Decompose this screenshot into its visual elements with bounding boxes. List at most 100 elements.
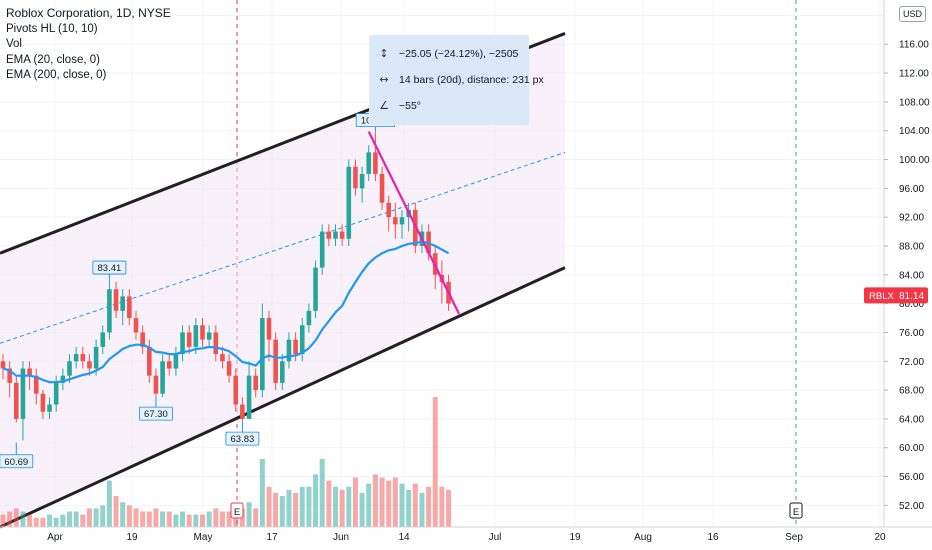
price-tick-label-0: 52.00	[899, 501, 924, 512]
price-tick-label-12: 100.00	[899, 155, 930, 166]
volume-bar-26	[173, 514, 179, 527]
angle-icon: ∠	[379, 99, 389, 112]
earnings-marker-past-box	[230, 502, 244, 519]
volume-bar-3	[20, 511, 26, 527]
volume-bar-14	[93, 508, 99, 527]
ema20-line	[2, 240, 450, 384]
measure-bars-row: ↔ 14 bars (20d), distance: 231 px	[377, 73, 544, 86]
volume-bar-18	[120, 502, 126, 527]
last-price-value: 81.14	[899, 291, 924, 302]
legend-title: Roblox Corporation, 1D, NYSE	[6, 6, 171, 20]
volume-bar-5	[33, 517, 39, 527]
volume-bar-55	[366, 483, 372, 527]
pivot-label-1: 83.41	[98, 263, 122, 274]
earnings-marker-future-box	[789, 502, 803, 519]
time-tick-label-10: Sep	[785, 532, 803, 543]
candle-body-28	[186, 332, 192, 347]
price-tick-label-6: 76.00	[899, 328, 924, 339]
pivot-box-2	[139, 406, 173, 421]
price-tick-label-5: 72.00	[899, 357, 924, 368]
volume-bar-51	[339, 489, 345, 527]
candle-body-13	[87, 361, 92, 369]
volume-bar-33	[219, 511, 225, 527]
price-tick-label-13: 104.00	[899, 126, 930, 137]
volume-bar-6	[40, 517, 46, 527]
volume-bar-28	[186, 514, 192, 527]
measure-bars: 14 bars (20d), distance: 231 px	[399, 73, 544, 86]
time-tick-label-7: 19	[569, 532, 581, 543]
price-tick-label-3: 64.00	[899, 414, 924, 425]
price-tick-label-14: 108.00	[899, 97, 930, 108]
earnings-marker-past: E	[234, 507, 240, 518]
volume-bar-30	[200, 514, 205, 527]
candle-body-7	[47, 404, 52, 412]
price-tick-label-8: 84.00	[899, 270, 924, 281]
candle-body-0	[0, 361, 6, 369]
volume-bar-38	[253, 508, 259, 527]
candle-body-25	[166, 361, 172, 369]
pivot-label-2: 67.30	[144, 409, 168, 420]
candle-body-3	[20, 368, 26, 419]
candle-body-38	[253, 375, 258, 391]
volume-bar-64	[426, 486, 432, 527]
price-tick-label-16: 116.00	[899, 40, 929, 51]
candle-body-21	[140, 332, 145, 347]
candle-body-46	[306, 310, 312, 326]
price-tick-label-10: 92.00	[899, 213, 924, 224]
channel-lower-line	[0, 266, 566, 529]
date-range-icon: ↔	[379, 73, 389, 86]
legend-indicator-ema20[interactable]: EMA (20, close, 0)	[6, 53, 100, 66]
time-axis: Apr 19 May 17 Jun 14 Jul 19 Aug 16 Sep 20	[0, 526, 932, 543]
volume-bar-59	[392, 477, 398, 527]
time-tick-label-6: Jul	[489, 532, 502, 543]
last-price-tag	[864, 287, 928, 304]
candle-body-6	[40, 393, 46, 412]
candle-body-37	[246, 375, 252, 419]
volume-bar-56	[372, 474, 378, 527]
candle-body-20	[133, 318, 139, 333]
volume-bar-0	[0, 514, 6, 527]
currency-button[interactable]: USD	[899, 6, 926, 22]
legend-indicator-vol[interactable]: Vol	[6, 38, 22, 50]
volume-bar-50	[333, 486, 338, 527]
price-tick-label-2: 60.00	[899, 443, 924, 454]
volume-bar-31	[206, 511, 212, 527]
last-price-symbol: RBLX	[869, 291, 894, 302]
candle-body-51	[339, 231, 345, 239]
time-tick-label-9: 16	[707, 532, 719, 543]
measure-angle-row: ∠ −55°	[377, 99, 421, 112]
measure-price-row: ↕ −25.05 (−24.12%), −2505	[377, 47, 518, 60]
volume-bar-61	[406, 489, 412, 527]
trend-line	[367, 131, 460, 315]
legend-indicator-pivots[interactable]: Pivots HL (10, 10)	[6, 22, 98, 35]
candle-body-34	[226, 361, 232, 376]
candle-body-22	[147, 346, 152, 376]
candle-body-23	[153, 375, 159, 394]
volume-bar-37	[246, 502, 252, 527]
volume-bar-47	[313, 474, 319, 527]
candle-body-1	[7, 368, 12, 383]
volume-bar-19	[126, 505, 132, 527]
candle-body-2	[14, 382, 19, 419]
volume-bar-27	[180, 511, 186, 527]
legend-indicator-ema200[interactable]: EMA (200, close, 0)	[6, 69, 107, 81]
volume-bar-15	[100, 505, 106, 527]
measure-angle: −55°	[399, 99, 422, 112]
volume-bar-58	[386, 480, 392, 527]
volume-bar-10	[67, 511, 72, 527]
candle-body-14	[93, 346, 99, 369]
pivot-box-1	[92, 260, 127, 275]
time-tick-label-11: 20	[874, 532, 886, 543]
volume-bar-60	[399, 483, 405, 527]
time-tick-label-1: 19	[126, 532, 138, 543]
channel-middle-line	[0, 151, 566, 344]
volume-bars	[0, 397, 452, 527]
volume-bar-65	[432, 397, 438, 527]
candle-body-10	[67, 361, 72, 376]
volume-bar-46	[306, 486, 312, 527]
price-tick-label-9: 88.00	[899, 241, 924, 252]
volume-bar-48	[319, 458, 325, 527]
volume-bar-35	[233, 511, 239, 527]
